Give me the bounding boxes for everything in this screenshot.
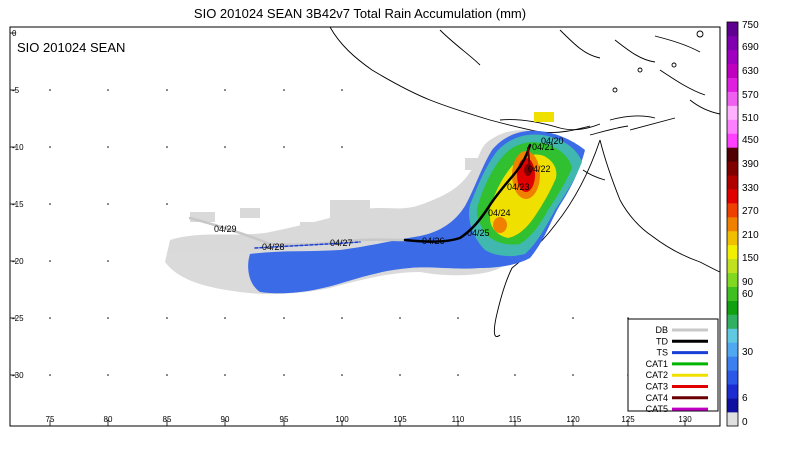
colorbar-label: 630 (742, 66, 759, 77)
latitude-labels: 0 -5 -10 -15 -20 -25 -30 (12, 29, 24, 380)
colorbar-cell (727, 91, 738, 106)
colorbar-cell (727, 356, 738, 371)
track-date-0427: 04/27 (330, 238, 353, 248)
colorbar-cell (727, 412, 738, 427)
colorbar-cell (727, 286, 738, 301)
colorbar-cell (727, 370, 738, 385)
legend-label-cat4: CAT4 (646, 393, 668, 403)
graticule-ticks (10, 32, 686, 426)
colorbar-cell (727, 189, 738, 204)
colorbar-label: 750 (742, 20, 759, 31)
lat-label: -30 (12, 371, 24, 380)
colorbar-cell (727, 328, 738, 343)
colorbar-frame (726, 21, 739, 427)
colorbar-cell (727, 35, 738, 51)
lat-label: -10 (12, 143, 24, 152)
lon-label: 80 (104, 415, 113, 424)
colorbar-label: 690 (742, 42, 759, 53)
lon-label: 75 (46, 415, 55, 424)
lon-label: 125 (621, 415, 635, 424)
graticule-dots (49, 89, 629, 376)
colorbar-label: 60 (742, 289, 754, 300)
colorbar-label: 330 (742, 183, 759, 194)
colorbar-cell (727, 161, 738, 176)
colorbar-cell (727, 49, 738, 65)
map-title: SIO 201024 SEAN 3B42v7 Total Rain Accumu… (193, 6, 527, 21)
track-date-0420: 04/20 (541, 136, 564, 146)
track-date-labels: 04/20 04/21 04/22 04/23 04/24 04/25 04/2… (214, 136, 564, 252)
track-date-0428: 04/28 (262, 242, 285, 252)
track-date-0426: 04/26 (422, 236, 445, 246)
colorbar-cell (727, 133, 738, 148)
track-date-0423: 04/23 (507, 182, 530, 192)
colorbar-cell (727, 63, 738, 79)
track-depression (403, 143, 532, 243)
colorbar-cell (727, 147, 738, 162)
legend-label-cat1: CAT1 (646, 359, 668, 369)
colorbar-cell (727, 175, 738, 190)
longitude-labels: 75 80 85 90 95 100 105 110 115 120 125 1… (46, 415, 693, 424)
colorbar-label: 270 (742, 206, 759, 217)
legend-label-td: TD (656, 336, 668, 346)
lon-label: 110 (452, 415, 465, 424)
colorbar-cell (727, 272, 738, 287)
colorbar-label: 510 (742, 113, 759, 124)
track-date-0429: 04/29 (214, 224, 237, 234)
colorbar-cell (727, 384, 738, 399)
colorbar-label: 90 (742, 277, 754, 288)
colorbar-cell (727, 300, 738, 315)
colorbar-label: 150 (742, 253, 759, 264)
colorbar-cell (727, 342, 738, 357)
colorbar-cell (727, 258, 738, 274)
colorbar-label: 0 (742, 417, 748, 428)
colorbar-label: 450 (742, 135, 759, 146)
colorbar-cell (727, 105, 738, 120)
colorbar-cell (727, 77, 738, 92)
colorbar-cell (727, 217, 738, 232)
lat-label: -25 (12, 314, 24, 323)
colorbar-cell (727, 244, 738, 260)
map-inset-label: SIO 201024 SEAN (17, 40, 125, 55)
colorbar-label: 390 (742, 159, 759, 170)
track-date-0422: 04/22 (528, 164, 551, 174)
lon-label: 90 (221, 415, 230, 424)
colorbar-label: 30 (742, 347, 754, 358)
colorbar-cell (727, 314, 738, 329)
lon-label: 105 (393, 415, 407, 424)
legend-label-cat2: CAT2 (646, 370, 668, 380)
track-cat4 (527, 147, 531, 173)
legend-label-cat5: CAT5 (646, 404, 668, 414)
colorbar-cell (727, 203, 738, 218)
track-debris (188, 216, 407, 246)
legend-label-ts: TS (656, 348, 668, 358)
lon-label: 130 (678, 415, 692, 424)
track-storm (254, 241, 361, 249)
lat-label: -20 (12, 257, 24, 266)
lon-label: 95 (280, 415, 289, 424)
lon-label: 120 (566, 415, 580, 424)
track-date-0421: 04/21 (532, 142, 555, 152)
colorbar-cell (727, 230, 738, 246)
lon-label: 85 (163, 415, 172, 424)
colorbar-label: 570 (742, 90, 759, 101)
lat-label: 0 (12, 29, 17, 38)
colorbar-label: 6 (742, 393, 748, 404)
legend-label-db: DB (655, 325, 668, 335)
legend-label-cat3: CAT3 (646, 382, 668, 392)
colorbar-cell (727, 119, 738, 134)
lon-label: 115 (509, 415, 522, 424)
lat-label: -5 (12, 86, 20, 95)
track-date-0425: 04/25 (467, 228, 490, 238)
track-date-0424: 04/24 (488, 208, 511, 218)
colorbar-cell (727, 22, 738, 37)
colorbar-cell (727, 398, 738, 413)
storm-track (188, 143, 532, 249)
colorbar-label: 210 (742, 230, 759, 241)
lon-label: 100 (335, 415, 349, 424)
lat-label: -15 (12, 200, 24, 209)
